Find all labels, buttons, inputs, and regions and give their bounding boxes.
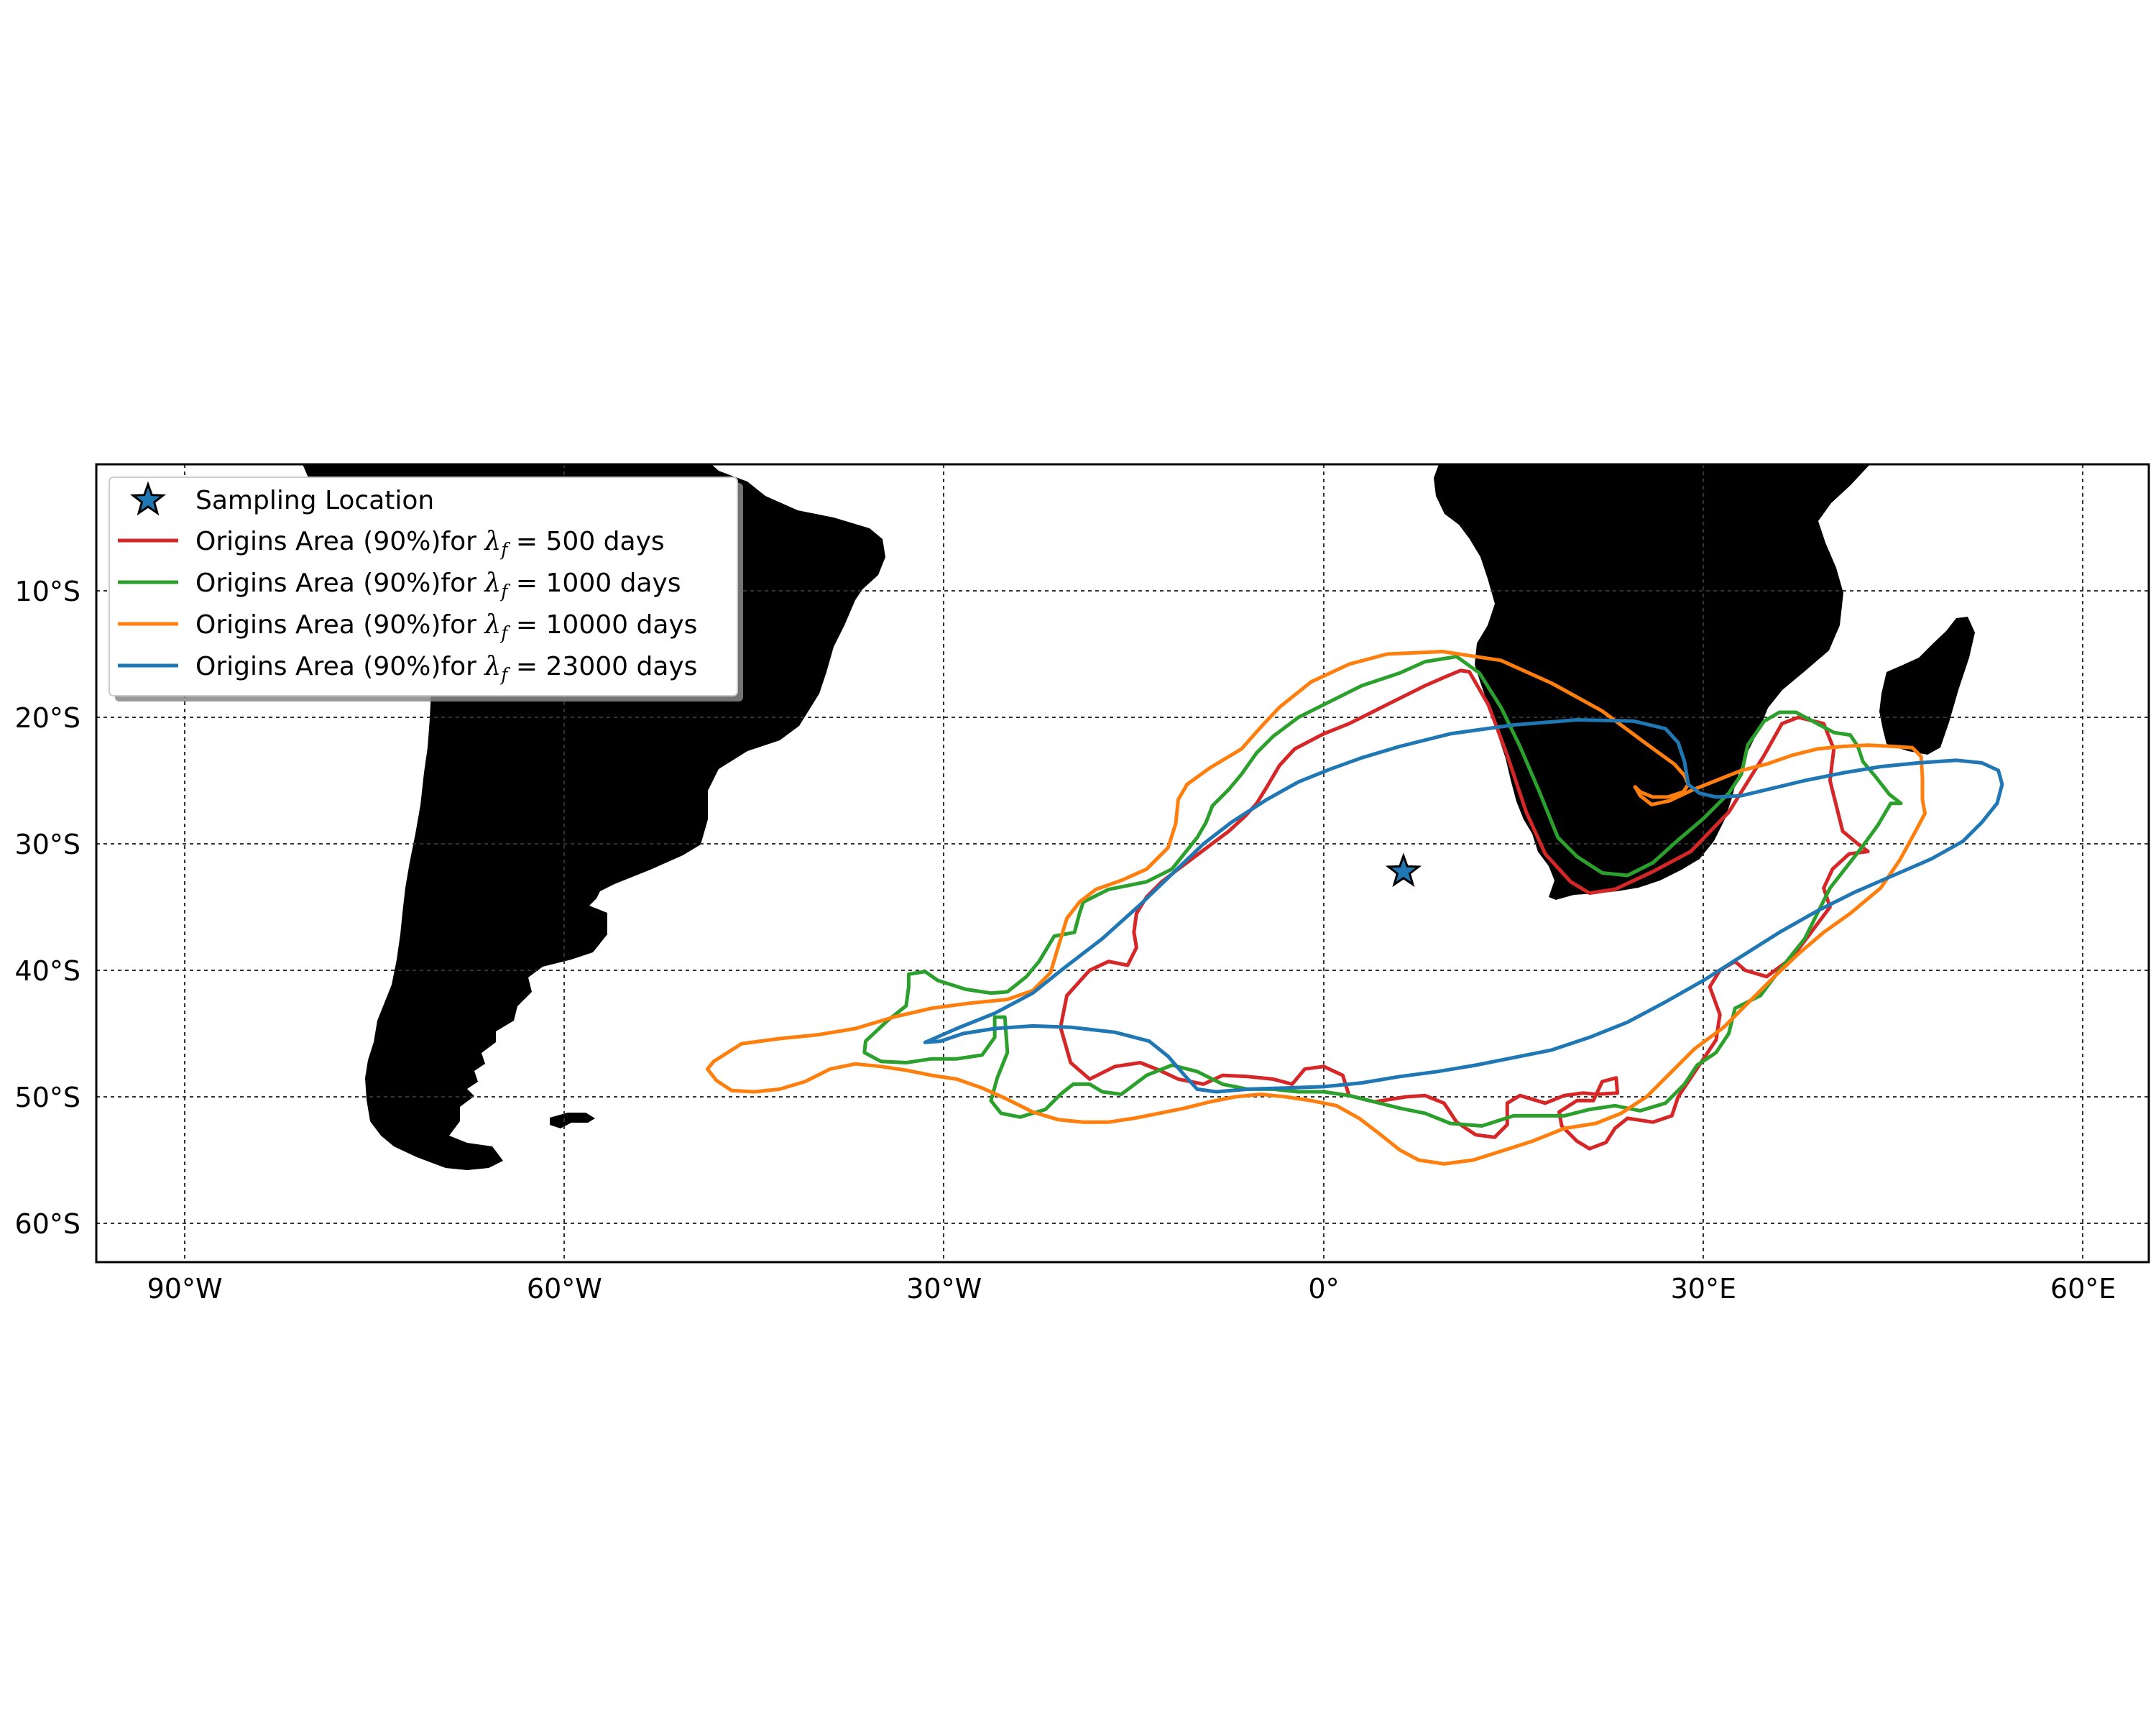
- legend-label-series-1: Origins Area (90%)for λf = 500 days: [195, 527, 665, 560]
- sampling-location-star: [1385, 852, 1422, 888]
- legend: Sampling Location Origins Area (90%)for …: [109, 477, 738, 696]
- legend-label-series-3: Origins Area (90%)for λf = 10000 days: [195, 610, 697, 643]
- x-tick-label: 30°E: [1671, 1273, 1736, 1305]
- land-africa: [1434, 464, 1870, 900]
- axes-frame: [95, 463, 2150, 1264]
- y-tick-label: 40°S: [15, 955, 80, 987]
- x-tick-labels: 90°W 60°W 30°W 0° 30°E 60°E: [147, 1273, 2116, 1305]
- legend-series-entries: Origins Area (90%)for λf = 500 days Origi…: [118, 527, 697, 685]
- x-tick-label: 60°E: [2050, 1273, 2116, 1305]
- y-tick-label: 50°S: [15, 1082, 80, 1113]
- contour-series-4: [923, 718, 2004, 1094]
- x-tick-label: 60°W: [527, 1273, 602, 1305]
- y-tick-label: 20°S: [15, 702, 80, 734]
- legend-label-series-4: Origins Area (90%)for λf = 23000 days: [195, 652, 697, 685]
- x-tick-label: 0°: [1308, 1273, 1339, 1305]
- land-south-america-islands: [375, 999, 595, 1128]
- legend-box: [109, 477, 738, 696]
- origin-area-contours: [705, 650, 2004, 1166]
- y-tick-label: 10°S: [15, 576, 80, 607]
- legend-label-series-2: Origins Area (90%)for λf = 1000 days: [195, 569, 681, 602]
- y-tick-label: 60°S: [15, 1208, 80, 1240]
- land-madagascar: [1879, 617, 1975, 755]
- x-tick-label: 30°W: [906, 1273, 982, 1305]
- legend-star-marker: [129, 481, 167, 516]
- contour-series-3: [705, 650, 1927, 1166]
- x-tick-label: 90°W: [147, 1273, 223, 1305]
- y-tick-labels: 10°S 20°S 30°S 40°S 50°S 60°S: [15, 576, 80, 1240]
- y-tick-label: 30°S: [15, 829, 80, 860]
- contour-series-1: [1059, 668, 1870, 1151]
- legend-label-sampling-location: Sampling Location: [195, 486, 434, 515]
- contour-series-2: [862, 655, 1903, 1128]
